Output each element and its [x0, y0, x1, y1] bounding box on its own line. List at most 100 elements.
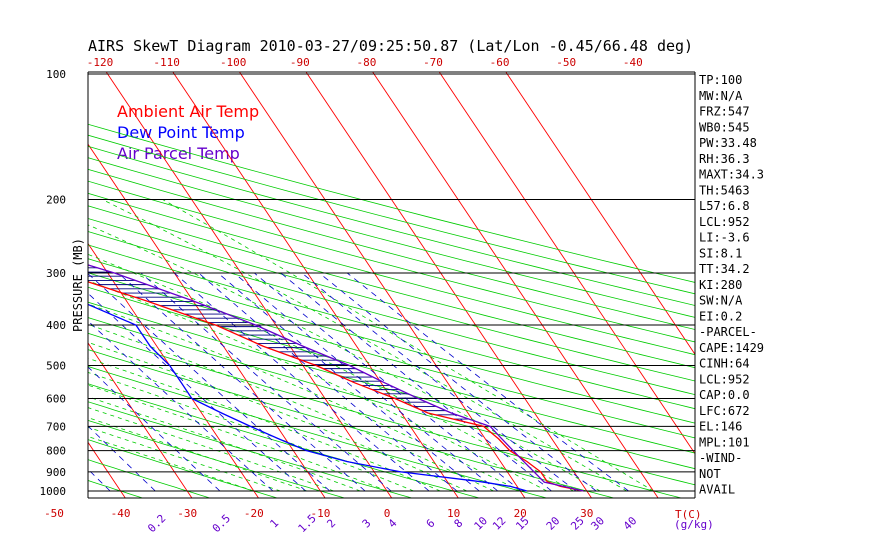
bottom-temp-tick-label: 20: [514, 507, 527, 520]
top-temp-tick-label: -50: [556, 56, 576, 69]
moist-adiabat-line: [88, 253, 574, 492]
pressure-tick-label: 900: [46, 466, 66, 479]
mixing-ratio-tick-label: 40: [621, 514, 640, 533]
stats-entry: NOT: [699, 467, 721, 481]
pressure-tick-label: 600: [46, 392, 66, 405]
moist-adiabat-line: [88, 357, 441, 492]
isotherm-line: [0, 67, 61, 501]
mixing-ratio-line: [118, 272, 366, 492]
moist-adiabat-line: [88, 224, 601, 492]
stats-entry: FRZ:547: [699, 105, 750, 119]
stats-entry: MW:N/A: [699, 89, 743, 103]
stats-entry: TH:5463: [699, 183, 750, 197]
stats-entry: SI:8.1: [699, 246, 742, 260]
dry-adiabat-line: [88, 272, 695, 439]
mixing-ratio-tick-label: 0.2: [145, 512, 168, 535]
stats-entry: EL:146: [699, 420, 742, 434]
dry-adiabat-line: [88, 123, 695, 283]
profile-lines: [88, 264, 584, 492]
pressure-tick-label: 800: [46, 445, 66, 458]
mixing-ratio-unit-label: (g/kg): [674, 518, 714, 531]
dry-adiabat-line: [88, 218, 695, 382]
isotherm-line: [438, 72, 695, 455]
bottom-temp-tick-label: 0: [384, 507, 391, 520]
pressure-tick-label: 1000: [40, 485, 67, 498]
pressure-tick-label: 200: [46, 194, 66, 207]
dry-adiabat-line: [88, 349, 616, 498]
mixing-ratio-tick-label: 0.5: [210, 512, 233, 535]
ambient-temp-line: [88, 281, 584, 492]
dry-adiabat-line: [88, 231, 695, 396]
stats-entry: TT:34.2: [699, 262, 750, 276]
mixing-ratio-tick-label: 6: [424, 517, 438, 531]
legend-entry: Ambient Air Temp: [117, 102, 259, 121]
mixing-ratio-tick-label: 10: [472, 514, 491, 533]
moist-adiabat-line: [88, 436, 254, 492]
isotherm-line: [372, 72, 659, 498]
stats-entry: AVAIL: [699, 483, 735, 497]
isotherm-line: [505, 72, 695, 356]
dry-adiabat-line: [88, 286, 695, 454]
bottom-temp-tick-label: -50: [44, 507, 64, 520]
dry-adiabat-line: [88, 419, 347, 498]
mixing-ratio-tick-label: 2: [324, 517, 338, 531]
top-temp-tick-label: -90: [290, 56, 310, 69]
stats-entry: CAP:0.0: [699, 388, 750, 402]
isotherm-line: [88, 143, 326, 498]
chart-grid: [0, 67, 695, 501]
stats-entry: WB0:545: [699, 120, 750, 134]
mixing-ratio-line: [233, 272, 499, 492]
isotherm-line: [88, 242, 260, 498]
stats-entry: CAPE:1429: [699, 341, 764, 355]
isotherm-line: [238, 72, 526, 498]
isotherm-line: [88, 441, 126, 498]
mixing-ratio-line: [88, 366, 221, 492]
pressure-tick-label: 100: [46, 68, 66, 81]
top-temp-tick-label: -120: [87, 56, 114, 69]
x-unit-label: T(C): [675, 508, 702, 521]
stats-entry: MPL:101: [699, 435, 750, 449]
dry-adiabat-line: [0, 74, 81, 500]
dry-adiabat-line: [88, 145, 695, 306]
mixing-ratio-line: [88, 273, 331, 492]
mixing-ratio-line: [88, 320, 274, 492]
stats-entry: LCL:952: [699, 215, 750, 229]
dry-adiabat-line: [88, 401, 414, 498]
bottom-temp-tick-label: 30: [580, 507, 593, 520]
mixing-ratio-line: [217, 272, 480, 492]
mixing-ratio-line: [346, 272, 629, 492]
dry-adiabat-line: [88, 157, 695, 318]
bottom-temp-tick-label: -40: [111, 507, 131, 520]
isotherm-line: [88, 342, 193, 498]
legend-entry: Dew Point Temp: [117, 123, 245, 142]
dewpoint-line: [88, 303, 528, 492]
dry-adiabat-line: [88, 383, 481, 498]
chart-title: AIRS SkewT Diagram 2010-03-27/09:25:50.8…: [88, 37, 693, 55]
bottom-temp-tick-label: 10: [447, 507, 460, 520]
pressure-tick-label: 700: [46, 420, 66, 433]
mixing-ratio-line: [174, 272, 430, 492]
top-temp-tick-label: -60: [490, 56, 510, 69]
mixing-ratio-line: [88, 292, 306, 492]
dry-adiabat-line: [88, 168, 695, 330]
mixing-ratio-line: [254, 272, 522, 492]
dry-adiabat-line: [88, 134, 695, 295]
mixing-ratio-line: [280, 272, 552, 492]
stats-entry: KI:280: [699, 278, 742, 292]
dry-adiabat-line: [88, 317, 695, 486]
dry-adiabat-line: [88, 180, 695, 343]
mixing-ratio-line: [301, 272, 577, 492]
stats-entry: SW:N/A: [699, 294, 743, 308]
cape-hatching: [88, 267, 469, 420]
mixing-ratio-tick-label: 20: [544, 514, 563, 533]
moist-adiabat-line: [102, 199, 627, 492]
parcel-temp-line: [88, 264, 584, 492]
stats-entry: LI:-3.6: [699, 231, 750, 245]
mixing-ratio-tick-label: 4: [386, 516, 400, 530]
isotherm-line: [305, 72, 593, 498]
stats-entry: LCL:952: [699, 372, 750, 386]
mixing-ratio-tick-label: 12: [490, 514, 509, 533]
